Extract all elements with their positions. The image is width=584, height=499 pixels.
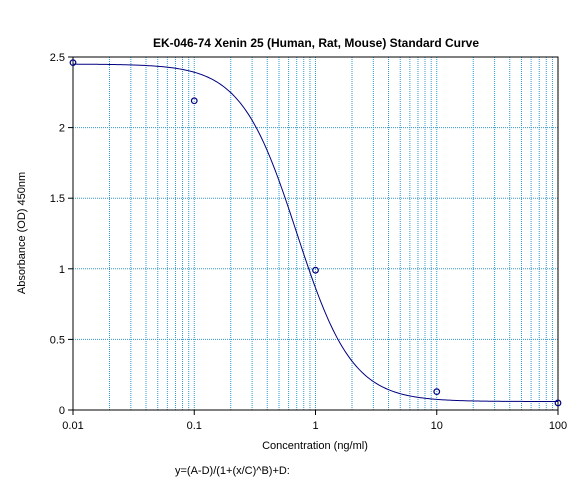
data-point — [312, 266, 319, 274]
x-axis-label: Concentration (ng/ml) — [262, 440, 368, 452]
fit-curve — [73, 63, 558, 402]
x-axis-ticks: 0.01 0.1 1 10 100 — [62, 410, 567, 432]
y-tick-label: 2 — [59, 123, 65, 135]
data-point — [190, 97, 198, 105]
x-tick-label: 10 — [431, 420, 443, 432]
data-point — [433, 388, 441, 396]
x-tick-label: 100 — [549, 420, 567, 432]
grid-lines — [73, 57, 558, 410]
x-tick-label: 0.01 — [62, 420, 83, 432]
data-point — [69, 59, 77, 67]
fit-formula: y=(A-D)/(1+(x/C)^B)+D: — [175, 465, 290, 477]
x-tick-label: 1 — [312, 420, 318, 432]
y-tick-label: 1.5 — [50, 193, 65, 205]
y-axis-label: Absorbance (OD) 450nm — [16, 172, 28, 294]
data-point — [554, 399, 562, 407]
y-tick-label: 0.5 — [50, 334, 65, 346]
chart-title: EK-046-74 Xenin 25 (Human, Rat, Mouse) S… — [153, 36, 479, 50]
y-tick-label: 2.5 — [50, 52, 65, 64]
y-axis-ticks: 0 0.5 1 1.5 2 2.5 — [50, 52, 73, 417]
y-tick-label: 0 — [59, 405, 65, 417]
data-points — [69, 59, 562, 407]
x-tick-label: 0.1 — [187, 420, 202, 432]
y-tick-label: 1 — [59, 264, 65, 276]
